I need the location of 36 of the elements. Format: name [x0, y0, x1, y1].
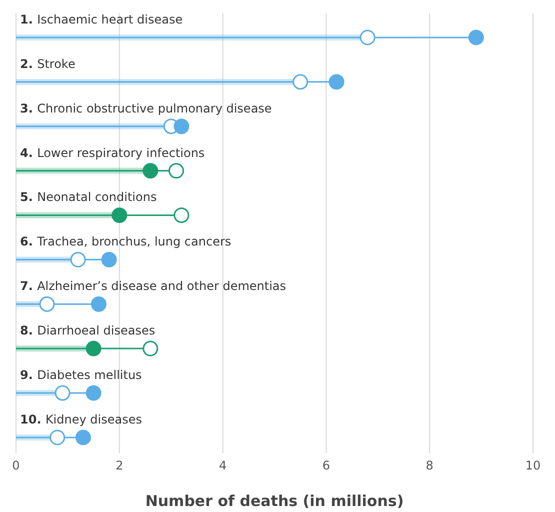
y-tick-label: 2. Stroke — [20, 56, 76, 71]
x-tick-label: 10 — [525, 458, 541, 473]
y-tick-label: 5. Neonatal conditions — [20, 190, 157, 204]
y-tick-label: 9. Diabetes mellitus — [20, 368, 142, 382]
point — [174, 207, 190, 223]
point — [468, 30, 484, 46]
point — [86, 340, 102, 356]
y-tick-label: 3. Chronic obstructive pulmonary disease — [20, 101, 272, 116]
x-tick-label: 8 — [426, 458, 434, 473]
point — [70, 252, 86, 268]
point — [86, 385, 102, 401]
point — [90, 296, 106, 312]
point — [75, 430, 91, 446]
y-tick-label: 10. Kidney diseases — [20, 412, 142, 426]
point — [360, 30, 376, 46]
point — [168, 163, 184, 179]
y-tick-label: 4. Lower respiratory infections — [20, 146, 205, 160]
y-tick-label: 1. Ischaemic heart disease — [20, 12, 183, 26]
point — [328, 74, 344, 90]
point — [142, 340, 158, 356]
point — [142, 163, 158, 179]
x-tick-label: 4 — [218, 458, 227, 473]
x-tick-label: 6 — [322, 458, 330, 473]
point — [112, 207, 128, 223]
point — [101, 252, 117, 268]
point — [39, 296, 55, 312]
y-tick-label: 8. Diarrhoeal diseases — [20, 324, 156, 338]
x-tick-label: 2 — [116, 458, 124, 473]
y-tick-label: 7. Alzheimer’s disease and other dementias — [20, 279, 286, 294]
point — [292, 74, 308, 90]
point — [174, 118, 190, 134]
point — [54, 385, 70, 401]
y-tick-label: 6. Trachea, bronchus, lung cancers — [20, 234, 232, 249]
x-tick-label: 0 — [12, 458, 20, 473]
point — [50, 430, 66, 446]
x-axis-title: Number of deaths (in millions) — [145, 492, 404, 510]
